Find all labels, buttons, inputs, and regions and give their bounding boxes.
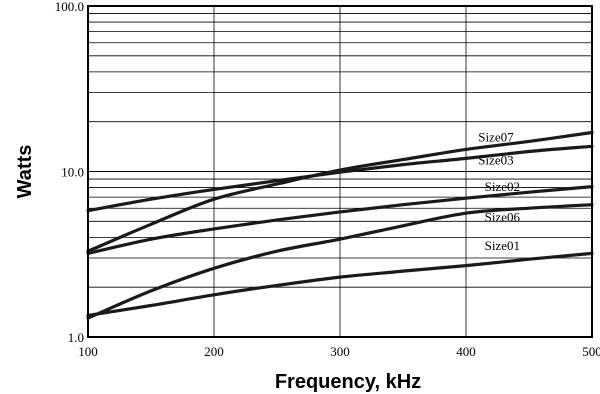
series-label-size03: Size03 [478,153,513,168]
series-label-size07: Size07 [478,129,514,144]
series-line-size02 [86,185,594,255]
y-tick-label: 1.0 [68,330,84,345]
y-tick-label: 10.0 [61,165,84,180]
series-lines [86,130,594,320]
tick-labels: 100 200 300 400 500 1.0 10.0 100.0 [55,0,600,359]
y-axis-title: Watts [14,145,36,199]
x-tick-label: 100 [78,344,98,359]
x-tick-label: 400 [456,344,476,359]
x-axis-title: Frequency, kHz [275,371,421,393]
x-tick-label: 200 [204,344,224,359]
series-label-size02: Size02 [485,179,520,194]
series-label-size01: Size01 [485,238,520,253]
series-line-size07 [86,130,594,253]
series-line-size01 [86,251,594,317]
x-tick-label: 300 [330,344,350,359]
plot-frame [87,5,593,338]
x-tick-label: 500 [582,344,600,359]
y-tick-label: 100.0 [55,0,84,14]
series-line-size06 [86,203,594,320]
series-line-size03 [86,144,594,213]
series-labels: Size07 Size03 Size02 Size06 Size01 [478,129,520,253]
series-label-size06: Size06 [485,209,521,224]
